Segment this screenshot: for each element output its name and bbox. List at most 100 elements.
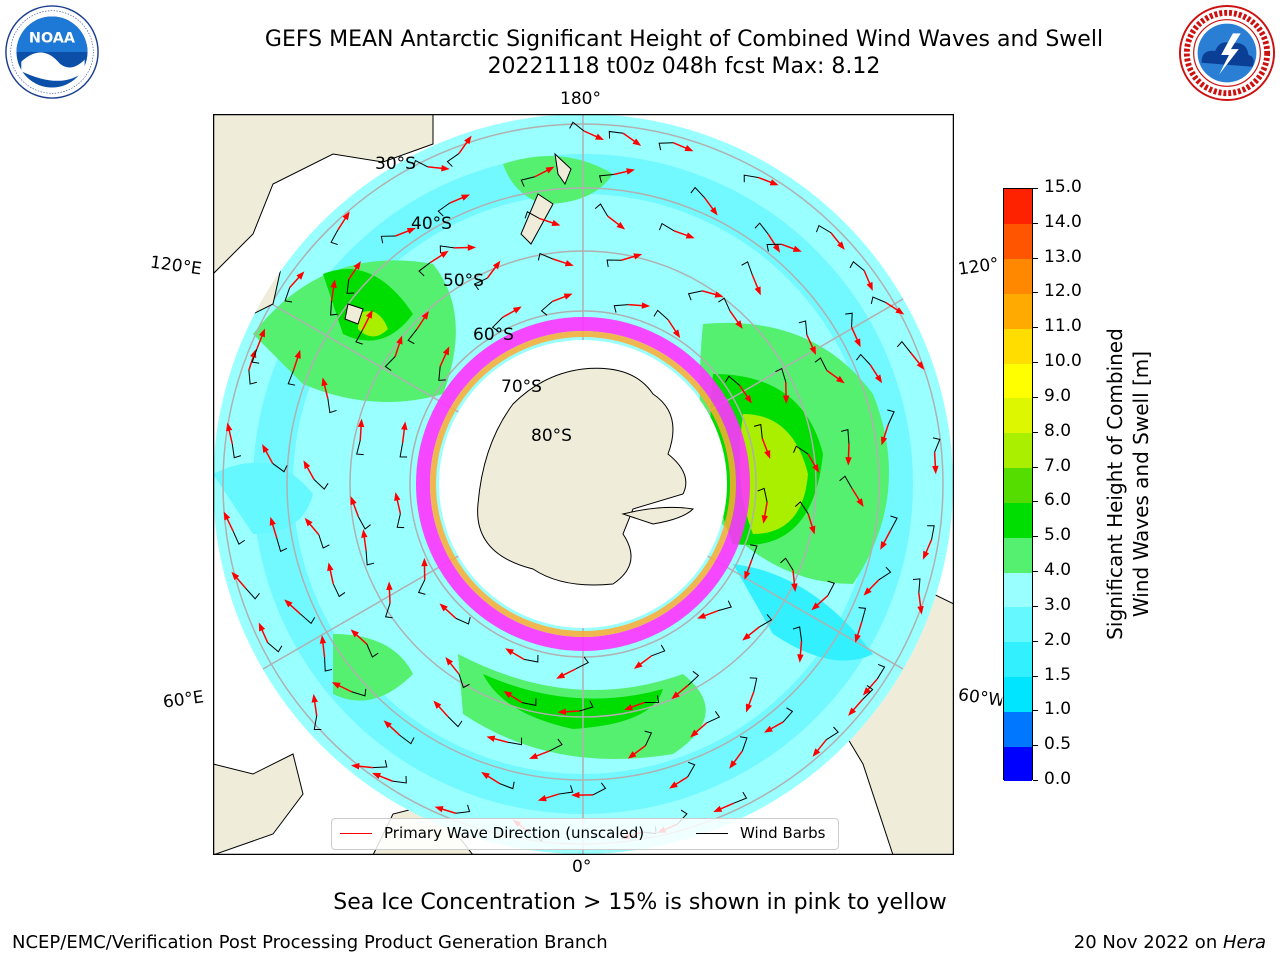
wind-barb — [858, 607, 867, 622]
wave-direction-arrowhead — [269, 516, 276, 526]
colorbar-tick-label: 10.0 — [1044, 351, 1082, 372]
wave-direction-arrowhead — [866, 281, 873, 291]
wind-barb — [594, 203, 609, 217]
wave-direction-arrow — [401, 427, 406, 444]
wave-direction-arrow — [613, 170, 630, 176]
lat-label-70s: 70°S — [501, 377, 542, 397]
colorbar-tick-label: 13.0 — [1044, 246, 1082, 267]
wind-barb — [284, 287, 293, 303]
wind-barb — [575, 656, 590, 670]
wind-barb — [245, 588, 260, 600]
sea-ice-edge — [416, 317, 750, 651]
wave-direction-arrowhead — [744, 394, 752, 404]
colorbar-tick-mark — [1033, 257, 1038, 259]
wave-direction-arrowhead — [512, 306, 522, 314]
wave-direction-arrowhead — [863, 587, 872, 596]
wave-direction-arrowhead — [710, 206, 718, 216]
wave-direction-arrow — [395, 229, 411, 237]
wave-direction-arrow — [867, 579, 880, 592]
wave-direction-arrow — [448, 661, 460, 675]
wind-barb — [558, 785, 574, 795]
wave-direction-arrow — [806, 334, 815, 350]
wave-direction-arrow — [248, 354, 255, 371]
chart-title: GEFS MEAN Antarctic Significant Height o… — [264, 27, 1104, 52]
wave-direction-arrowhead — [754, 286, 761, 296]
wave-direction-arrowhead — [551, 219, 561, 226]
wind-barb — [739, 736, 748, 752]
wave-direction-arrow — [918, 592, 922, 609]
wave-direction-arrowhead — [303, 460, 311, 470]
wave-direction-arrow — [826, 369, 841, 381]
wave-direction-arrow — [694, 722, 708, 735]
wind-barb — [876, 663, 886, 680]
colorbar-band — [1004, 641, 1032, 678]
wave-direction-arrowhead — [764, 725, 773, 733]
wave-direction-arrow — [443, 606, 457, 619]
wind-barb — [840, 428, 850, 444]
wave-direction-arrowhead — [231, 571, 240, 581]
wind-barb — [540, 301, 553, 316]
wave-direction-arrowhead — [854, 338, 861, 348]
wave-direction-arrow — [307, 522, 320, 536]
wave-direction-arrow — [362, 314, 371, 330]
wave-direction-arrowhead — [627, 751, 637, 759]
wave-direction-arrowhead — [439, 250, 449, 258]
wave-direction-arrowhead — [311, 693, 318, 703]
wave-direction-arrowhead — [782, 395, 790, 404]
wave-direction-arrowhead — [672, 329, 681, 339]
wind-barb — [839, 475, 853, 489]
wave-direction-arrowhead — [769, 179, 779, 186]
wave-direction-arrow — [746, 626, 760, 638]
wave-direction-arrow — [767, 233, 778, 249]
wind-barb — [757, 487, 768, 503]
colorbar-tick-label: 3.0 — [1044, 594, 1072, 615]
wave-direction-arrowhead — [557, 708, 567, 715]
wave-direction-arrowhead — [464, 135, 472, 145]
wave-direction-arrow — [851, 488, 862, 503]
wave-direction-arrow — [330, 285, 335, 302]
wind-barb — [407, 329, 418, 345]
noaa-logo-text: NOAA — [29, 30, 76, 46]
wave-direction-arrowhead — [714, 291, 724, 298]
wave-direction-arrow — [866, 678, 878, 692]
colorbar-tick-mark — [1033, 501, 1038, 503]
wind-barb — [579, 700, 594, 712]
wave-direction-arrow — [732, 750, 743, 765]
wave-direction-arrowhead — [319, 635, 327, 644]
wave-direction-arrow — [757, 176, 774, 184]
wave-direction-arrow — [729, 310, 740, 325]
wave-direction-arrowhead — [350, 496, 357, 506]
wave-direction-arrowhead — [461, 194, 470, 201]
wind-barb — [248, 370, 258, 385]
colorbar-band — [1004, 328, 1032, 364]
wind-barb — [499, 781, 515, 790]
colorbar-label-line1: Significant Height of Combined — [1103, 328, 1127, 640]
wave-direction-arrowhead — [492, 260, 501, 270]
wave-direction-arrowhead — [671, 691, 680, 700]
wind-barb — [754, 222, 769, 235]
wave-direction-arrow — [885, 301, 900, 312]
colorbar-tick-label: 7.0 — [1044, 455, 1072, 476]
wave-direction-arrowhead — [745, 703, 752, 713]
wind-barb — [845, 312, 853, 328]
wind-barb — [384, 603, 393, 619]
wave-direction-arrowhead — [357, 418, 365, 428]
wave-direction-arrowhead — [350, 763, 360, 770]
wave-direction-arrowhead — [556, 672, 566, 679]
wave-direction-arrow — [807, 513, 814, 530]
wind-barb — [473, 277, 488, 291]
wind-barb — [437, 202, 450, 217]
wave-direction-arrow — [552, 258, 569, 265]
wave-direction-arrowhead — [537, 795, 547, 802]
colorbar-band — [1004, 711, 1032, 747]
wind-barb — [798, 320, 808, 335]
wave-direction-arrowhead — [772, 243, 781, 253]
wind-barb — [690, 186, 705, 199]
colorbar-band — [1004, 502, 1032, 538]
colorbar-tick-label: 5.0 — [1044, 525, 1072, 546]
noaa-logo: NOAA — [5, 5, 99, 99]
wind-barb — [439, 245, 455, 253]
wave-direction-arrowhead — [880, 436, 888, 446]
wave-direction-arrowhead — [811, 602, 820, 611]
colorbar-tick-label: 1.5 — [1044, 664, 1072, 685]
